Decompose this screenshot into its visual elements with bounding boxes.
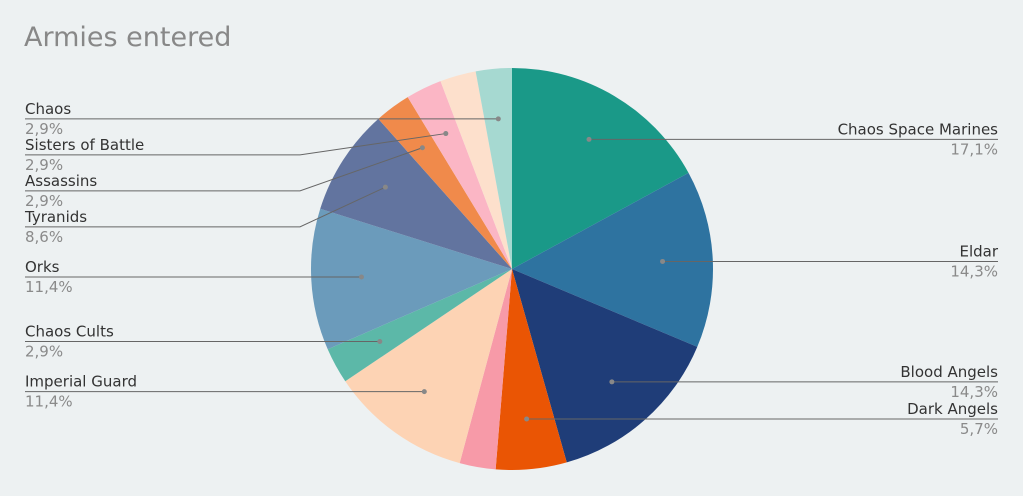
slice-label: Chaos Space Marines <box>838 120 999 138</box>
leader-dot <box>586 136 592 142</box>
pie-slice <box>512 172 713 347</box>
slice-label: Chaos Cults <box>25 322 114 340</box>
slice-value: 2,9% <box>25 156 63 174</box>
pie-slice <box>512 269 698 463</box>
slice-label: Sisters of Battle <box>25 136 144 154</box>
leader-dot <box>382 184 388 190</box>
slice-label: Imperial Guard <box>25 373 137 391</box>
leader-dot <box>524 416 530 422</box>
slice-value: 2,9% <box>25 342 63 360</box>
slice-value: 14,3% <box>950 383 998 401</box>
slice-value: 2,9% <box>25 192 63 210</box>
slice-value: 2,9% <box>25 120 63 138</box>
leader-line <box>25 147 423 192</box>
leader-dot <box>358 274 364 280</box>
slice-value: 11,4% <box>25 393 73 411</box>
leader-dot <box>609 379 615 385</box>
slice-label: Orks <box>25 258 60 276</box>
leader-dot <box>443 131 449 137</box>
slice-label: Eldar <box>959 242 998 260</box>
leader-line <box>25 133 446 156</box>
leader-line <box>25 186 386 228</box>
slice-value: 11,4% <box>25 278 73 296</box>
pie-slice <box>512 68 689 269</box>
slice-label: Dark Angels <box>907 400 998 418</box>
slice-label: Chaos <box>25 100 71 118</box>
pie-slice <box>345 269 512 464</box>
pie-slice <box>320 118 512 269</box>
pie-slice <box>495 269 567 470</box>
slice-value: 5,7% <box>960 420 998 438</box>
leader-dot <box>421 389 427 395</box>
leader-dot <box>495 116 501 122</box>
pie-slice <box>475 68 512 269</box>
chart-title: Armies entered <box>24 22 231 53</box>
slice-value: 8,6% <box>25 228 63 246</box>
leader-dot <box>377 338 383 344</box>
slice-label: Assassins <box>25 172 97 190</box>
slice-value: 14,3% <box>950 262 998 280</box>
leader-dot <box>660 258 666 264</box>
pie-slice <box>378 97 512 270</box>
slice-value: 17,1% <box>950 140 998 158</box>
pie-slice <box>407 81 512 269</box>
slice-label: Tyranids <box>24 208 87 226</box>
pie-slice <box>440 71 512 270</box>
leader-dot <box>419 145 425 151</box>
pie-slice <box>310 208 512 350</box>
pie-slice <box>327 269 512 382</box>
slice-label: Blood Angels <box>900 363 998 381</box>
pie-slice <box>459 269 512 470</box>
